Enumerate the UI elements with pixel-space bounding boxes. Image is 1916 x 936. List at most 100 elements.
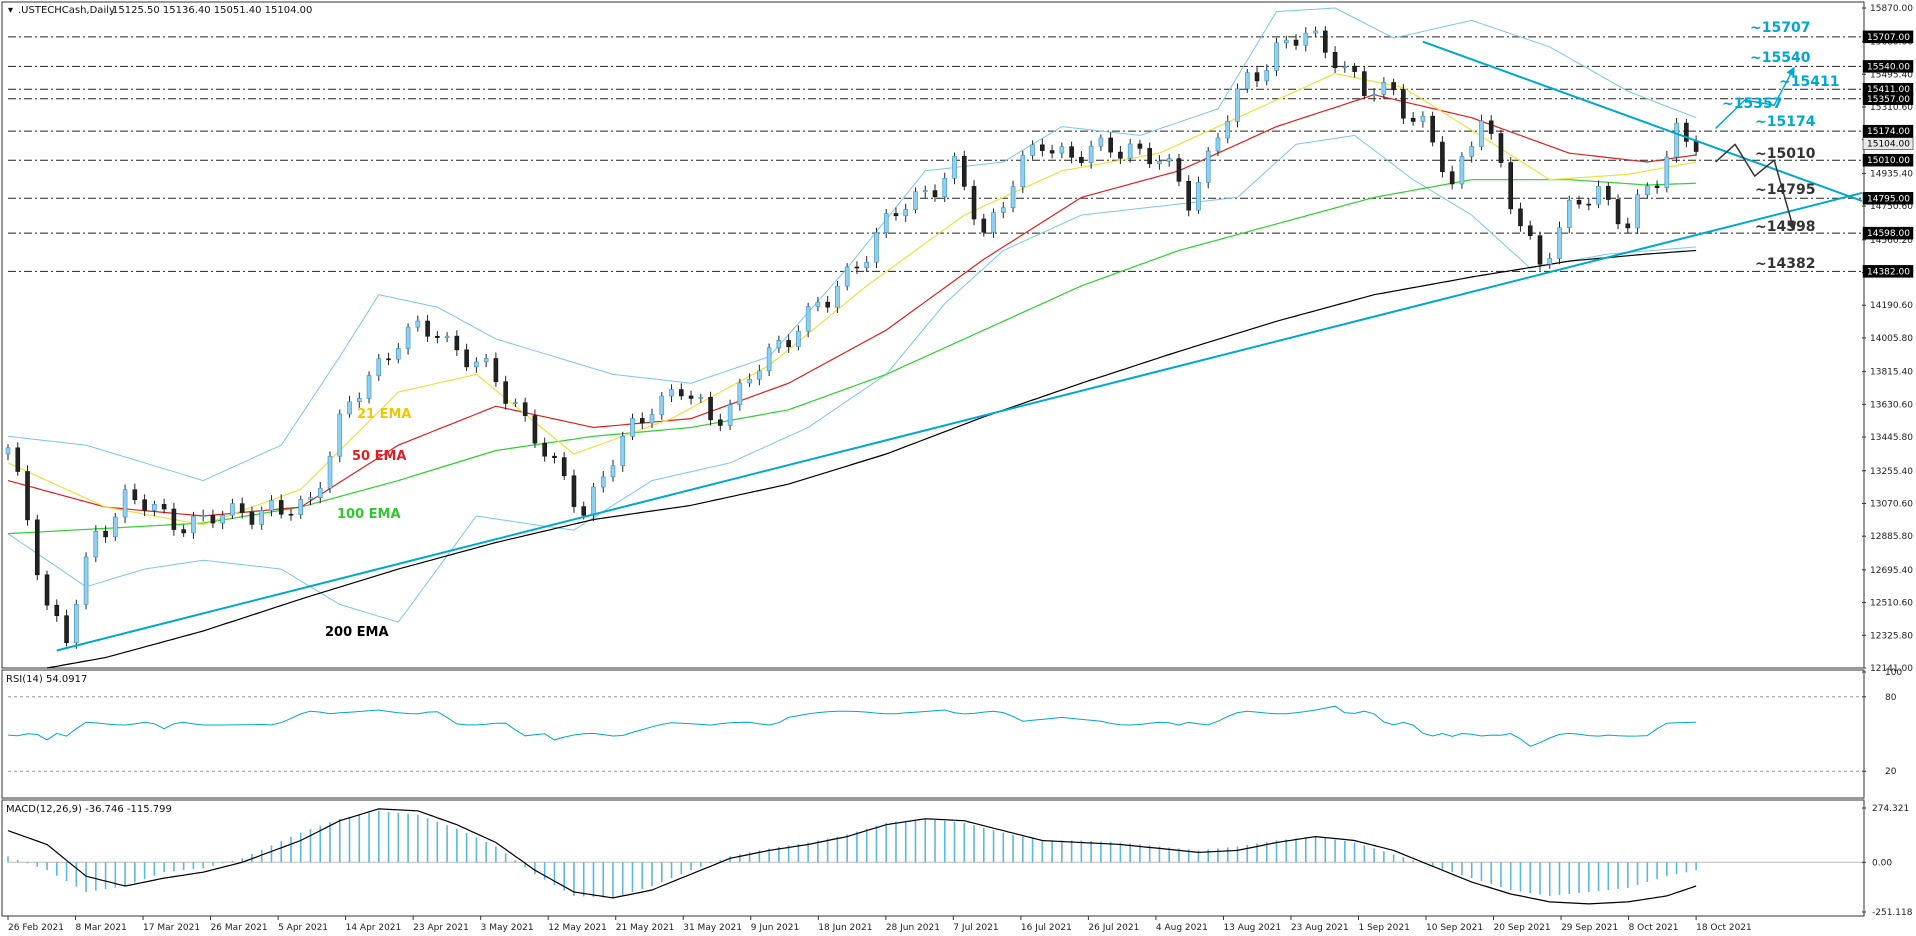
price-tick-label: 14935.40	[1870, 169, 1913, 179]
rsi-pane[interactable]	[1, 669, 1865, 799]
candle-body	[1127, 143, 1133, 159]
macd-tick-label: -251.118	[1872, 908, 1913, 918]
candle-body	[152, 504, 157, 511]
rsi-tick-label: 80	[1885, 693, 1897, 703]
candle-body	[386, 358, 391, 361]
price-tick-label: 13445.80	[1870, 433, 1913, 443]
candle-body	[1186, 180, 1192, 211]
symbol-dropdown-icon[interactable]: ▾	[8, 5, 13, 16]
time-tick-label: 28 Jun 2021	[886, 923, 940, 933]
candle-body	[1157, 160, 1162, 165]
rsi-line	[7, 705, 1697, 747]
level-label-14795: ~14795	[1755, 182, 1815, 198]
candle-body	[1254, 72, 1260, 82]
candle-body	[1040, 144, 1045, 151]
candle-body	[1176, 158, 1182, 182]
candle-body	[1645, 185, 1650, 196]
candle-body	[1147, 148, 1152, 165]
level-label-14598: ~14598	[1755, 219, 1815, 235]
candle-body	[1049, 150, 1055, 154]
candle-body	[327, 455, 333, 489]
candle-body	[259, 510, 265, 525]
time-tick-label: 1 Sep 2021	[1358, 923, 1409, 933]
rsi-tick-label: 20	[1885, 767, 1897, 777]
candle-body	[1118, 151, 1123, 159]
candle-body	[757, 370, 762, 380]
candle-body	[776, 340, 782, 349]
level-tag	[1862, 265, 1914, 278]
time-tick-label: 26 Mar 2021	[211, 923, 268, 933]
candle-body	[961, 155, 967, 187]
candle-body	[230, 503, 235, 516]
candle-body	[356, 398, 362, 403]
ema100-line	[7, 179, 1697, 535]
time-tick-label: 7 Jul 2021	[953, 923, 998, 933]
candle-body	[932, 190, 938, 198]
candle-body	[971, 186, 977, 220]
candle-body	[844, 266, 850, 287]
candle-body	[142, 499, 147, 511]
ohlc-readout: 15125.50 15136.40 15051.40 15104.00	[112, 5, 312, 16]
candle-body	[1069, 146, 1074, 158]
candle-body	[64, 615, 69, 644]
level-label-15707: ~15707	[1750, 20, 1810, 36]
candle-body	[1440, 141, 1445, 173]
candle-body	[288, 513, 294, 516]
candle-body	[1001, 207, 1006, 213]
time-tick-label: 13 Aug 2021	[1223, 923, 1281, 933]
candle-body	[737, 382, 743, 405]
time-tick-label: 21 May 2021	[616, 923, 675, 933]
candle-body	[1244, 72, 1250, 90]
candle-body	[435, 335, 440, 338]
level-label-15540: ~15540	[1750, 50, 1811, 66]
candle-body	[444, 335, 450, 338]
price-tick-label: 15495.40	[1870, 70, 1913, 80]
candle-body	[161, 504, 167, 510]
candle-body	[659, 395, 665, 415]
candle-body	[503, 381, 508, 404]
level-label-15010: ~15010	[1755, 146, 1816, 162]
candle-body	[1625, 223, 1631, 229]
price-pane[interactable]	[1, 1, 1865, 669]
candle-body	[1313, 30, 1318, 34]
candle-body	[25, 471, 30, 521]
level-tag-label: 15357.00	[1867, 95, 1910, 105]
price-tick-label: 14750.60	[1870, 202, 1913, 212]
candle-body	[5, 447, 11, 455]
time-axis: 26 Feb 2021 8 Mar 2021 17 Mar 2021 26 Mar 2…	[7, 916, 1752, 933]
level-tag-label: 14795.00	[1867, 194, 1910, 204]
candle-body	[1371, 94, 1377, 96]
candle-body	[835, 285, 840, 308]
candle-body	[532, 415, 538, 444]
macd-title: MACD(12,26,9) -36.746 -115.799	[6, 804, 172, 815]
candle-body	[308, 497, 313, 500]
candle-body	[913, 191, 918, 210]
time-tick-label: 14 Apr 2021	[346, 923, 402, 933]
candle-body	[181, 529, 186, 534]
candle-body	[1323, 30, 1328, 53]
candle-body	[620, 435, 626, 467]
candle-body	[1596, 185, 1601, 205]
candle-body	[1508, 162, 1514, 210]
candle-body	[220, 514, 225, 524]
candle-body	[317, 487, 323, 499]
level-tag-label: 15174.00	[1867, 127, 1910, 137]
candle-body	[1586, 203, 1592, 206]
rsi-plot: 100 80 20	[7, 668, 1902, 777]
candle-body	[1420, 115, 1426, 122]
candle-body	[1391, 82, 1396, 91]
bollinger-upper	[7, 7, 1697, 482]
time-tick-label: 9 Jun 2021	[751, 923, 799, 933]
candle-body	[991, 212, 996, 233]
candle-body	[1635, 194, 1640, 229]
candle-body	[1479, 120, 1484, 147]
candle-body	[1264, 70, 1270, 82]
price-tick-label: 12695.40	[1870, 566, 1913, 576]
candle-body	[581, 506, 587, 516]
time-tick-label: 20 Sep 2021	[1494, 923, 1551, 933]
candle-body	[210, 515, 216, 524]
candle-body	[1030, 144, 1035, 156]
candle-body	[708, 397, 713, 421]
